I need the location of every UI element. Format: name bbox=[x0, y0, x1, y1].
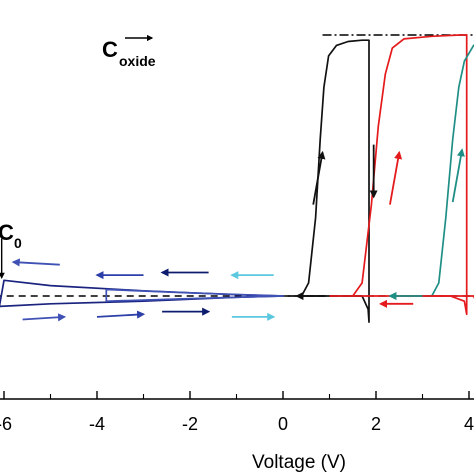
x-axis-title: Voltage (V) bbox=[252, 452, 346, 473]
direction-arrow-10 bbox=[96, 310, 146, 319]
direction-arrow-8 bbox=[22, 313, 67, 322]
c0-subscript: 0 bbox=[14, 235, 22, 251]
series-line-5 bbox=[105, 288, 284, 303]
direction-arrow-0 bbox=[312, 150, 326, 205]
series-line-0 bbox=[287, 39, 370, 323]
x-tick-label: 4 bbox=[464, 414, 474, 434]
direction-arrow-7 bbox=[11, 258, 60, 267]
x-tick-label: -6 bbox=[0, 414, 12, 434]
x-tick-label: 2 bbox=[371, 414, 381, 434]
c-oxide-label: C bbox=[102, 37, 118, 62]
series-line-1 bbox=[329, 34, 468, 316]
series-line-2 bbox=[399, 44, 474, 297]
arrow-group bbox=[0, 144, 465, 322]
x-tick-label: -2 bbox=[182, 414, 198, 434]
x-ticks: -6 -4 -2 0 2 4 bbox=[0, 391, 474, 434]
c-oxide-subscript: oxide bbox=[119, 53, 156, 69]
series-line-3 bbox=[399, 295, 474, 299]
c0-label: C bbox=[0, 220, 14, 245]
x-tick-label: -4 bbox=[89, 414, 105, 434]
x-tick-label: 0 bbox=[278, 414, 288, 434]
series-group bbox=[0, 34, 474, 323]
direction-arrow-4 bbox=[451, 148, 465, 203]
direction-arrow-2 bbox=[389, 150, 403, 205]
reference-lines bbox=[0, 34, 474, 297]
series-line-4 bbox=[0, 279, 284, 308]
